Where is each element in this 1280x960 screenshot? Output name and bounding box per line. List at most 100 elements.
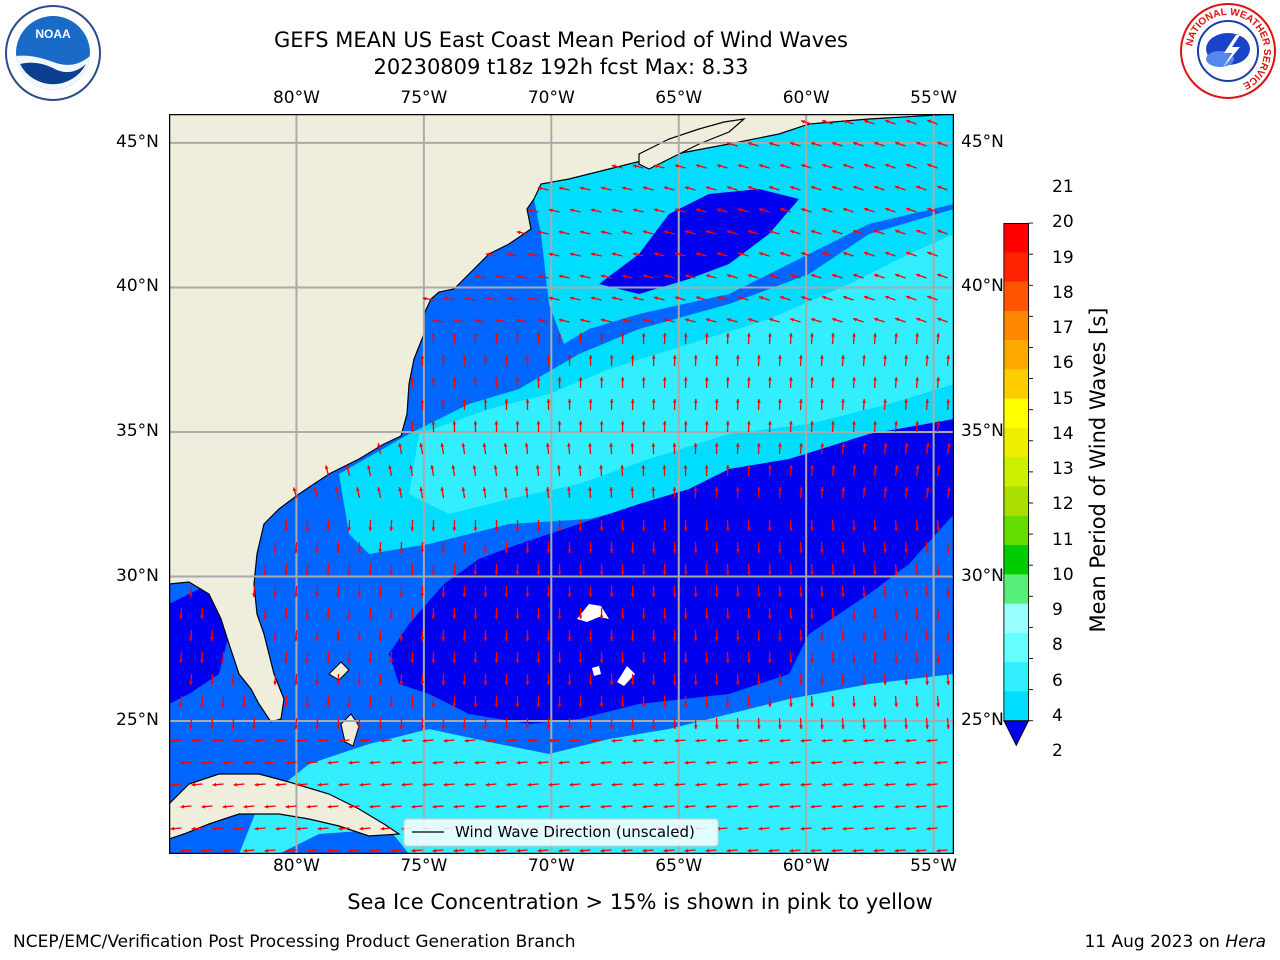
wave-arrow-head bbox=[831, 659, 835, 663]
wave-arrow-head bbox=[725, 659, 730, 663]
wave-arrow-head bbox=[662, 571, 667, 575]
wave-arrow-head bbox=[936, 465, 941, 469]
wave-arrow-head bbox=[852, 615, 856, 619]
wave-arrow-head bbox=[862, 443, 867, 447]
wave-arrow-head bbox=[758, 252, 763, 256]
wave-arrow-head bbox=[811, 317, 815, 322]
wave-arrow-head bbox=[462, 355, 467, 359]
wave-arrow-head bbox=[410, 527, 415, 531]
wave-arrow-head bbox=[747, 804, 752, 809]
wave-arrow-head bbox=[916, 141, 921, 146]
wave-arrow-head bbox=[443, 782, 448, 787]
wave-arrow-head bbox=[747, 274, 752, 278]
wave-arrow-head bbox=[874, 185, 879, 190]
wave-arrow-head bbox=[294, 725, 299, 729]
wave-arrow-head bbox=[841, 549, 845, 553]
wave-arrow-head bbox=[915, 527, 920, 531]
wave-arrow-head bbox=[464, 296, 469, 301]
wave-arrow-head bbox=[653, 164, 658, 168]
wave-arrow-head bbox=[852, 760, 857, 765]
wave-arrow-head bbox=[811, 141, 815, 146]
wave-arrow-head bbox=[275, 826, 280, 831]
wave-arrow-head bbox=[600, 186, 605, 191]
wave-arrow-head bbox=[347, 703, 352, 707]
wave-arrow-head bbox=[506, 252, 511, 257]
colorbar-tick-label: 10 bbox=[1052, 564, 1074, 585]
wave-arrow-head bbox=[883, 355, 887, 359]
wave-arrow-head bbox=[567, 637, 572, 641]
svg-text:NOAA: NOAA bbox=[35, 27, 71, 41]
wave-arrow-head bbox=[820, 487, 825, 491]
wave-arrow-head bbox=[600, 274, 605, 279]
wave-arrow-head bbox=[482, 487, 487, 491]
wave-arrow-head bbox=[651, 355, 656, 359]
wave-arrow-head bbox=[472, 465, 477, 469]
wave-arrow-head bbox=[789, 615, 793, 619]
wave-arrow-head bbox=[777, 725, 782, 729]
wave-arrow-head bbox=[252, 725, 256, 729]
wave-arrow-head bbox=[672, 399, 677, 403]
wave-arrow-head bbox=[874, 317, 879, 322]
wave-arrow-head bbox=[536, 659, 541, 663]
wave-arrow-head bbox=[367, 465, 371, 470]
wave-arrow-head bbox=[927, 163, 932, 168]
lon-tick-label-bottom: 75°W bbox=[400, 856, 448, 876]
wave-arrow-head bbox=[853, 317, 858, 322]
wave-arrow-head bbox=[506, 738, 511, 743]
wave-arrow-head bbox=[200, 615, 204, 619]
wave-arrow-head bbox=[588, 681, 593, 685]
wave-arrow-head bbox=[810, 659, 814, 663]
wave-arrow-head bbox=[348, 804, 353, 809]
wave-arrow-head bbox=[641, 571, 646, 575]
wave-arrow-head bbox=[485, 782, 490, 787]
wave-arrow-head bbox=[578, 571, 583, 575]
wave-arrow-head bbox=[810, 421, 814, 425]
wave-arrow-head bbox=[494, 703, 499, 707]
wave-arrow-head bbox=[873, 659, 877, 663]
wave-arrow-head bbox=[864, 119, 869, 124]
wave-arrow-head bbox=[569, 296, 574, 301]
wave-arrow-head bbox=[525, 593, 530, 597]
wave-arrow-head bbox=[756, 443, 761, 447]
wave-arrow-head bbox=[474, 804, 479, 809]
wave-arrow-head bbox=[895, 141, 900, 146]
wave-arrow-head bbox=[904, 443, 909, 447]
wave-arrow-head bbox=[369, 760, 374, 765]
wave-arrow-head bbox=[578, 527, 583, 531]
wave-arrow-head bbox=[378, 681, 383, 685]
wave-arrow-head bbox=[852, 421, 856, 425]
wave-arrow-head bbox=[915, 804, 920, 809]
wave-arrow-head bbox=[254, 826, 259, 831]
wave-arrow-head bbox=[894, 615, 899, 619]
period-under2-core bbox=[389, 419, 954, 724]
wave-arrow-head bbox=[243, 848, 248, 853]
wave-arrow-head bbox=[799, 725, 803, 729]
lat-tick-label-left: 35°N bbox=[116, 420, 159, 441]
footer-host: Hera bbox=[1225, 932, 1266, 952]
wave-arrow-head bbox=[474, 760, 479, 765]
wave-arrow-head bbox=[579, 760, 584, 765]
wave-arrow-head bbox=[756, 637, 761, 641]
wave-arrow-head bbox=[294, 637, 299, 641]
wave-arrow-head bbox=[737, 252, 742, 256]
colorbar-swatch bbox=[1003, 486, 1029, 517]
lon-tick-label-bottom: 55°W bbox=[910, 856, 958, 876]
wave-arrow-head bbox=[201, 848, 206, 853]
wave-arrow-head bbox=[936, 703, 941, 707]
wave-arrow-head bbox=[630, 487, 635, 491]
wave-arrow-head bbox=[516, 848, 521, 853]
wave-arrow-head bbox=[632, 164, 637, 169]
wave-arrow-head bbox=[410, 659, 415, 663]
wave-arrow-head bbox=[789, 377, 793, 381]
wave-arrow-head bbox=[422, 782, 427, 787]
wave-arrow-head bbox=[420, 681, 425, 685]
wave-arrow-head bbox=[915, 465, 920, 469]
wave-arrow-head bbox=[431, 659, 436, 663]
wave-arrow-head bbox=[831, 804, 836, 809]
wave-arrow-head bbox=[714, 487, 719, 491]
wave-arrow-head bbox=[524, 443, 529, 447]
wave-arrow-head bbox=[852, 465, 857, 469]
wave-arrow-head bbox=[704, 333, 709, 337]
wave-arrow-head bbox=[789, 760, 794, 765]
wave-arrow-head bbox=[672, 681, 677, 685]
